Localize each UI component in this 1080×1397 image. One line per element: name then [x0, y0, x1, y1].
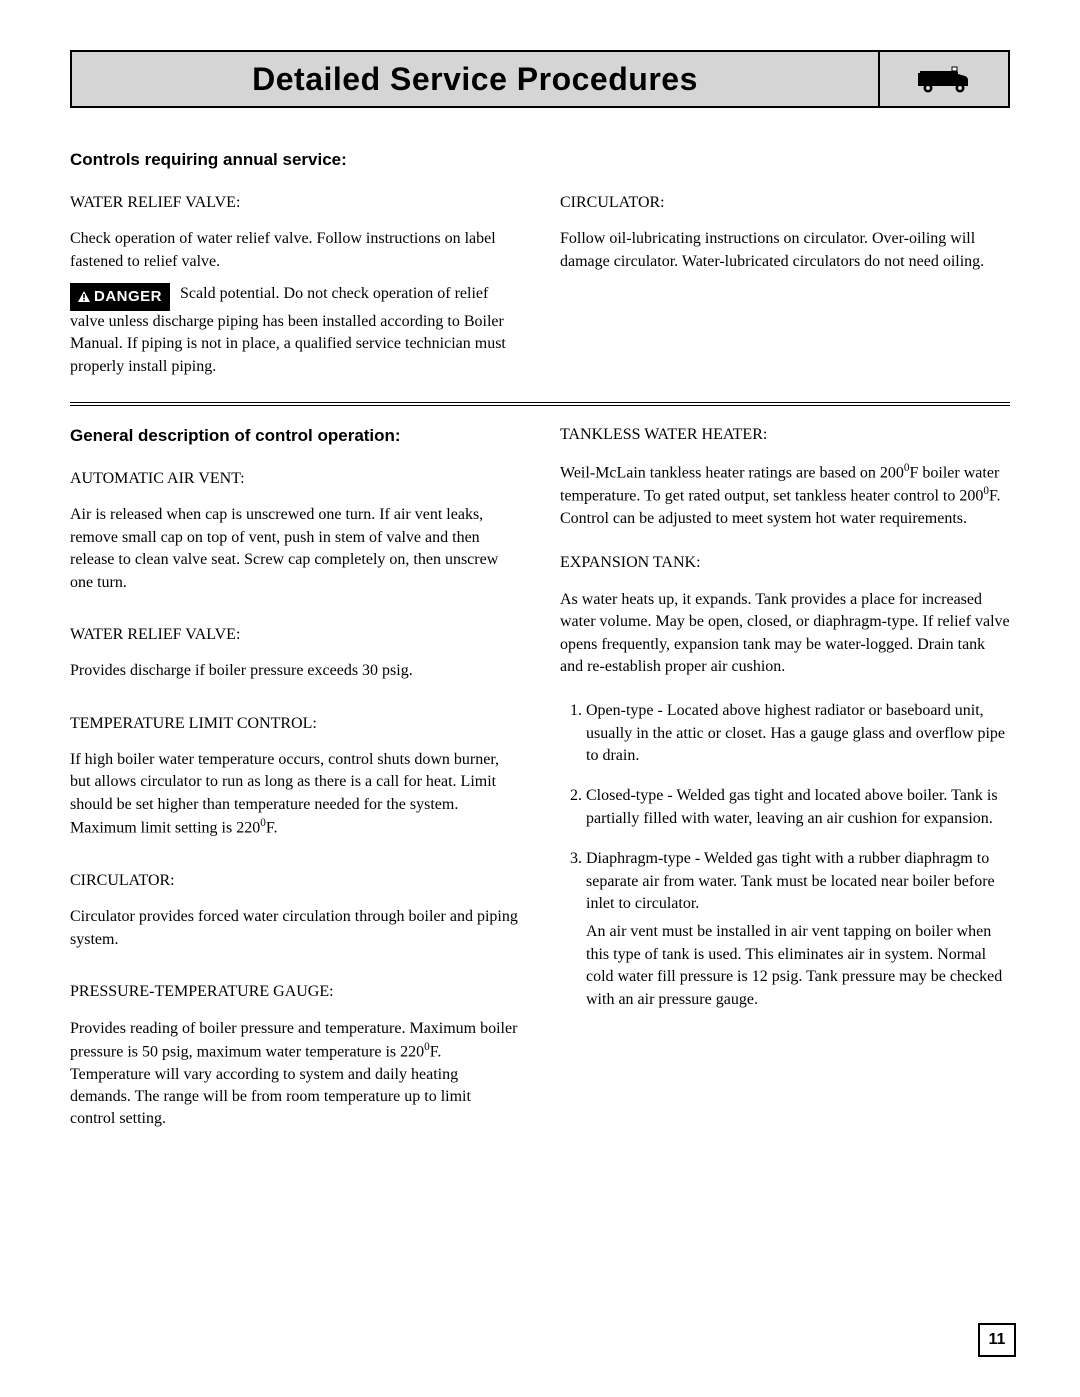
section1-left-col: WATER RELIEF VALVE: Check operation of w… [70, 192, 520, 388]
para-water-relief-check: Check operation of water relief valve. F… [70, 228, 520, 273]
danger-badge: DANGER [70, 283, 170, 311]
subhead-water-relief-valve: WATER RELIEF VALVE: [70, 192, 520, 214]
para-temp-limit: If high boiler water temperature occurs,… [70, 749, 520, 840]
section1-right-col: CIRCULATOR: Follow oil-lubricating instr… [560, 192, 1010, 388]
subhead-auto-air-vent: AUTOMATIC AIR VENT: [70, 468, 520, 490]
list-item-open-type: Open-type - Located above highest radiat… [586, 700, 1010, 767]
subhead-water-relief-valve-2: WATER RELIEF VALVE: [70, 624, 520, 646]
page-title: Detailed Service Procedures [72, 52, 878, 106]
para-pressure-temp-gauge: Provides reading of boiler pressure and … [70, 1018, 520, 1131]
section2-right-col: TANKLESS WATER HEATER: Weil-McLain tankl… [560, 424, 1010, 1153]
danger-block: DANGERScald potential. Do not check oper… [70, 283, 520, 378]
para-circulator-oil: Follow oil-lubricating instructions on c… [560, 228, 1010, 273]
section1-columns: WATER RELIEF VALVE: Check operation of w… [70, 192, 1010, 388]
subhead-tankless-heater: TANKLESS WATER HEATER: [560, 424, 1010, 446]
para-expansion-tank: As water heats up, it expands. Tank prov… [560, 589, 1010, 679]
para-circulator-forced: Circulator provides forced water circula… [70, 906, 520, 951]
list-item-closed-type: Closed-type - Welded gas tight and locat… [586, 785, 1010, 830]
page-header: Detailed Service Procedures [70, 50, 1010, 108]
subhead-temp-limit: TEMPERATURE LIMIT CONTROL: [70, 713, 520, 735]
section2-columns: General description of control operation… [70, 424, 1010, 1153]
warning-triangle-icon [78, 287, 90, 308]
section-heading-controls-annual: Controls requiring annual service: [70, 148, 1010, 172]
subhead-pressure-temp-gauge: PRESSURE-TEMPERATURE GAUGE: [70, 981, 520, 1003]
section-heading-general-description: General description of control operation… [70, 424, 520, 448]
para-auto-air-vent: Air is released when cap is unscrewed on… [70, 504, 520, 594]
expansion-tank-list: Open-type - Located above highest radiat… [560, 700, 1010, 1011]
section2-left-col: General description of control operation… [70, 424, 520, 1153]
danger-label-text: DANGER [94, 288, 162, 305]
van-icon [878, 52, 1008, 106]
para-water-relief-30psig: Provides discharge if boiler pressure ex… [70, 660, 520, 682]
subhead-expansion-tank: EXPANSION TANK: [560, 552, 1010, 574]
section-divider [70, 402, 1010, 406]
para-tankless-heater: Weil-McLain tankless heater ratings are … [560, 461, 1010, 531]
page-number: 11 [978, 1323, 1016, 1357]
list-item-diaphragm-type: Diaphragm-type - Welded gas tight with a… [586, 848, 1010, 1011]
diaphragm-sub-para: An air vent must be installed in air ven… [586, 921, 1010, 1011]
subhead-circulator-2: CIRCULATOR: [70, 870, 520, 892]
subhead-circulator: CIRCULATOR: [560, 192, 1010, 214]
